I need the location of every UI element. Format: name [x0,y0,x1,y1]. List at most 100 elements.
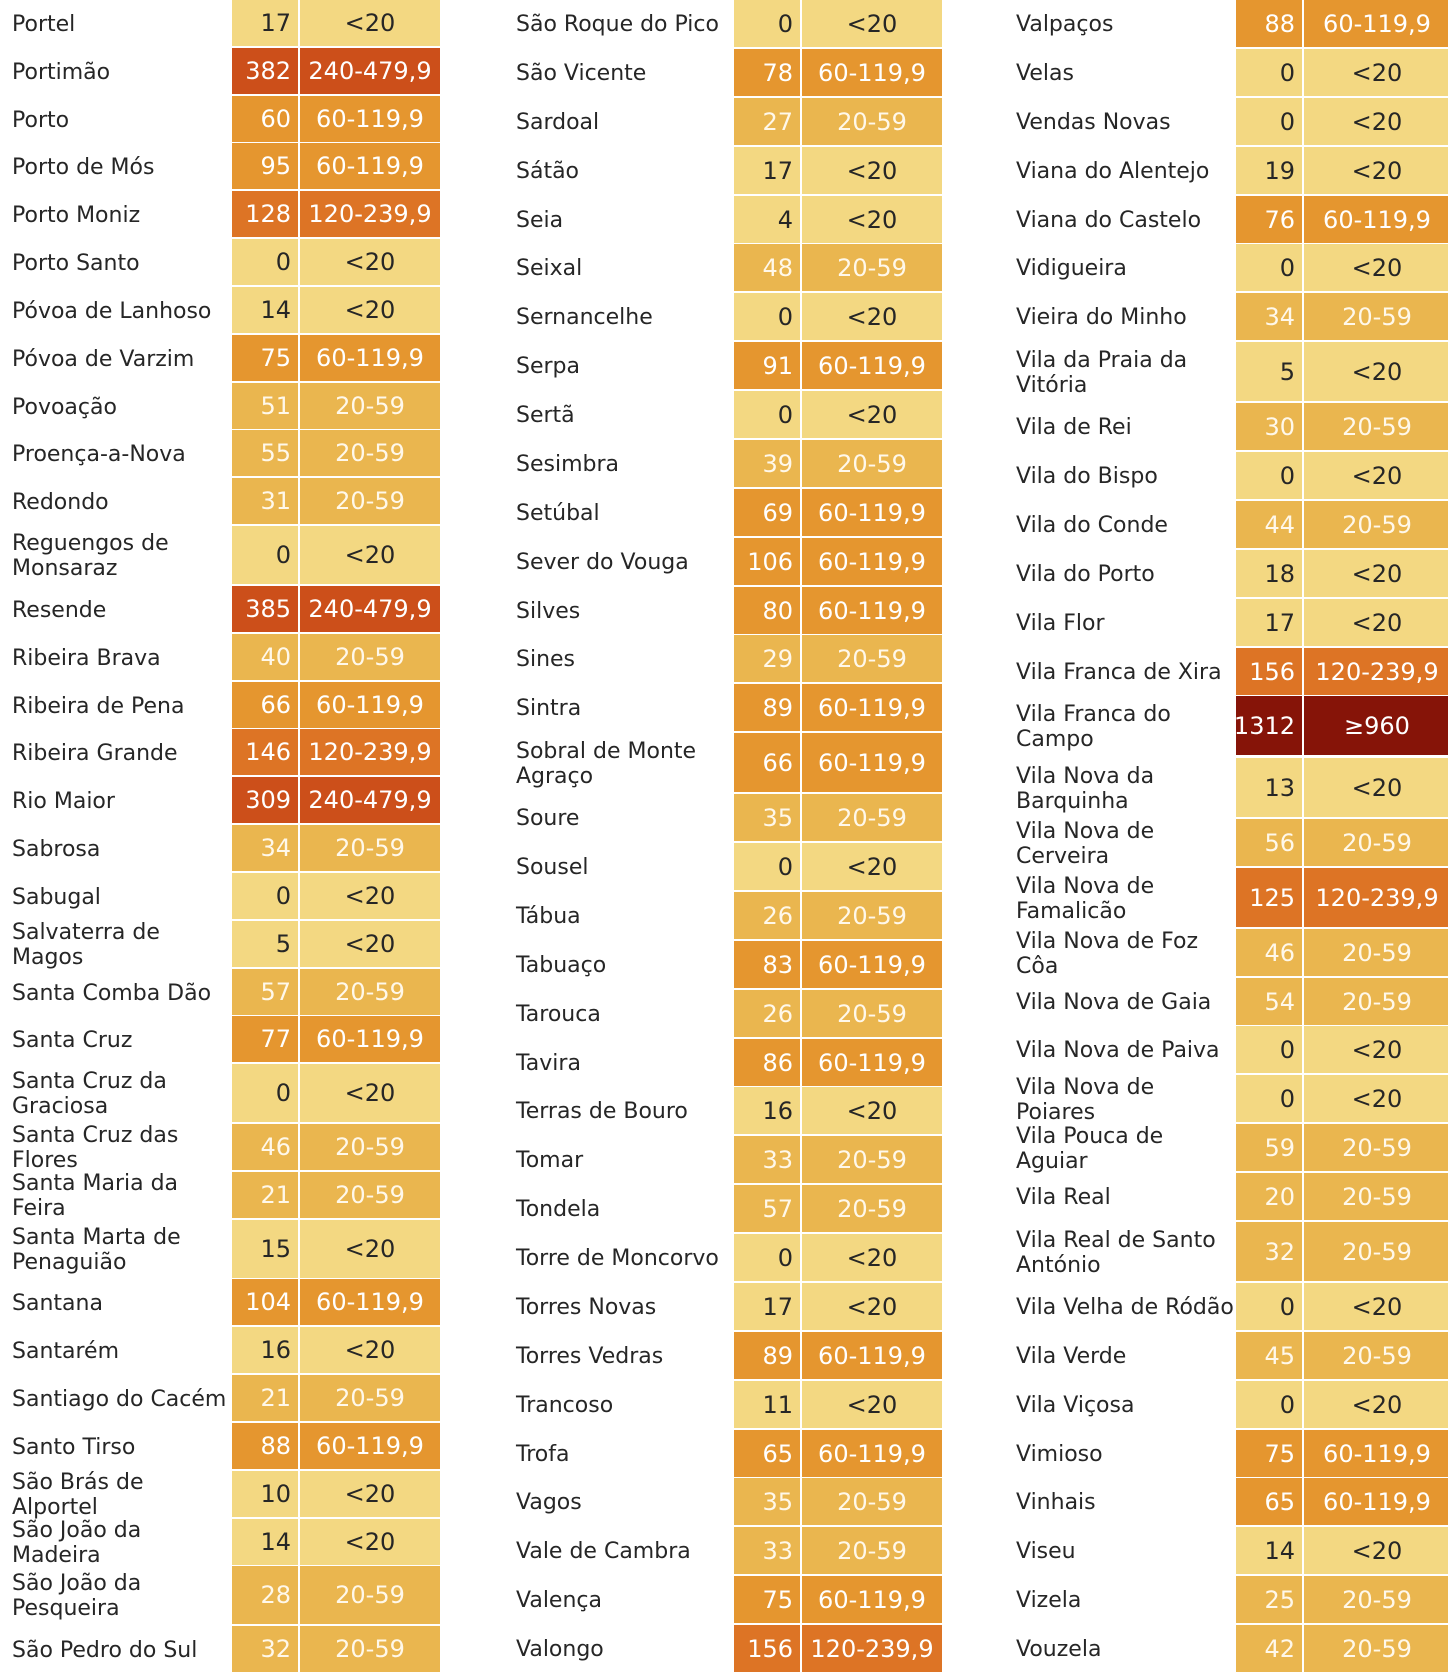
municipality-name: Sabrosa [12,836,101,862]
case-count-cell: 0 [734,293,800,340]
municipality-name: Vimioso [1016,1442,1103,1467]
table-row: Vila Real de Santo António 32 20-59 [1004,1222,1448,1283]
table-row: Sabrosa 34 20-59 [0,825,440,873]
municipality-name: Torres Novas [516,1295,657,1320]
table-row: Ribeira de Pena 66 60-119,9 [0,682,440,730]
case-count-cell: 0 [232,239,298,285]
case-count-cell: 0 [1236,1283,1302,1330]
rate-class-cell: <20 [300,287,440,333]
rate-class-cell: 20-59 [300,1172,440,1218]
rate-class-cell: 60-119,9 [300,1279,440,1325]
table-column-2: São Roque do Pico 0 <20 São Vicente 78 60-119… [504,0,942,1674]
municipality-name: Tomar [516,1148,584,1173]
municipality-name: Valpaços [1016,12,1114,37]
table-row: Vinhais 65 60-119,9 [1004,1478,1448,1527]
case-count-cell: 0 [232,526,298,584]
table-row: Sines 29 20-59 [504,635,942,684]
municipality-name: Porto [12,107,70,133]
rate-class-cell: 20-59 [802,892,942,939]
case-count-cell: 382 [232,48,298,94]
rate-class-cell: <20 [300,921,440,967]
municipality-name: Tavira [516,1051,581,1076]
municipality-name: Santiago do Cacém [12,1386,227,1412]
case-count-cell: 11 [734,1381,800,1428]
case-count-cell: 14 [232,287,298,333]
table-row: Reguengos de Monsaraz 0 <20 [0,526,440,586]
table-row: Tomar 33 20-59 [504,1136,942,1185]
municipality-name: Salvaterra de Magos [12,920,160,970]
case-count-cell: 66 [734,733,800,792]
case-count-cell: 42 [1236,1625,1302,1672]
municipality-name: Tondela [516,1197,601,1222]
rate-class-cell: 20-59 [802,1478,942,1525]
table-row: Vila Nova de Famalicão 125 120-239,9 [1004,868,1448,929]
table-row: Setúbal 69 60-119,9 [504,489,942,538]
municipality-name: Vila Nova de Cerveira [1016,818,1155,869]
rate-class-cell: 20-59 [300,1375,440,1421]
table-row: Vila Nova de Foz Côa 46 20-59 [1004,929,1448,979]
municipality-name: Vieira do Minho [1016,305,1187,330]
municipality-name: Santa Cruz das Flores [12,1123,179,1173]
rate-class-cell: 60-119,9 [300,143,440,189]
case-count-cell: 65 [1236,1478,1302,1525]
municipality-name: Proença-a-Nova [12,441,186,467]
municipality-name: Vagos [516,1490,582,1515]
case-count-cell: 33 [734,1136,800,1183]
table-row: Santa Cruz 77 60-119,9 [0,1016,440,1064]
rate-class-cell: 60-119,9 [300,682,440,728]
municipality-name: Vale de Cambra [516,1539,691,1564]
table-row: Tarouca 26 20-59 [504,990,942,1039]
municipality-name: Santarém [12,1338,120,1364]
municipality-name: Portimão [12,59,111,85]
rate-class-cell: <20 [1304,1527,1448,1574]
rate-class-cell: 60-119,9 [802,489,942,536]
table-row: Rio Maior 309 240-479,9 [0,777,440,825]
municipality-name: Torre de Moncorvo [516,1246,719,1271]
rate-class-cell: 60-119,9 [1304,1478,1448,1525]
case-count-cell: 0 [734,843,800,890]
case-count-cell: 35 [734,794,800,841]
municipality-name: Vila Real de Santo António [1016,1227,1216,1278]
municipality-name: Porto Santo [12,250,140,276]
table-column-1: Portel 17 <20 Portimão 382 240-479,9 Porto 60 60… [0,0,440,1674]
table-row: Portimão 382 240-479,9 [0,48,440,96]
case-count-cell: 17 [232,0,298,46]
rate-class-cell: <20 [300,0,440,46]
municipality-name: Vila do Conde [1016,513,1168,538]
rate-class-cell: 60-119,9 [300,1016,440,1062]
table-row: Sátão 17 <20 [504,147,942,196]
municipality-name: Sertã [516,403,575,428]
rate-class-cell: 240-479,9 [300,777,440,823]
case-count-cell: 30 [1236,403,1302,450]
rate-class-cell: <20 [1304,1283,1448,1330]
municipality-name: Ribeira de Pena [12,693,185,719]
rate-class-cell: 20-59 [1304,978,1448,1025]
municipality-name: São João da Pesqueira [12,1571,142,1621]
table-row: São Roque do Pico 0 <20 [504,0,942,49]
municipality-name: Terras de Bouro [516,1099,688,1124]
rate-class-cell: 60-119,9 [802,49,942,96]
municipality-name: São Brás de Alportel [12,1470,144,1520]
table-row: Silves 80 60-119,9 [504,587,942,636]
municipality-name: Vila Flor [1016,611,1105,636]
municipality-name: Serpa [516,354,580,379]
rate-class-cell: 120-239,9 [802,1625,942,1672]
case-count-cell: 69 [734,489,800,536]
rate-class-cell: <20 [1304,342,1448,401]
rate-class-cell: <20 [300,1471,440,1517]
municipality-name: Santa Maria da Feira [12,1171,179,1221]
case-count-cell: 15 [232,1220,298,1278]
table-row: Sertã 0 <20 [504,391,942,440]
municipality-name: Vila da Praia da Vitória [1016,347,1188,398]
table-row: Sesimbra 39 20-59 [504,440,942,489]
case-count-cell: 83 [734,941,800,988]
table-row: Terras de Bouro 16 <20 [504,1087,942,1136]
municipality-name: Sabugal [12,884,101,910]
case-count-cell: 10 [232,1471,298,1517]
case-count-cell: 17 [734,147,800,194]
table-row: Vila Pouca de Aguiar 59 20-59 [1004,1124,1448,1174]
municipality-name: Porto de Mós [12,154,155,180]
rate-class-cell: 20-59 [300,1566,440,1624]
municipality-name: Viana do Alentejo [1016,159,1210,184]
case-count-cell: 88 [1236,0,1302,47]
